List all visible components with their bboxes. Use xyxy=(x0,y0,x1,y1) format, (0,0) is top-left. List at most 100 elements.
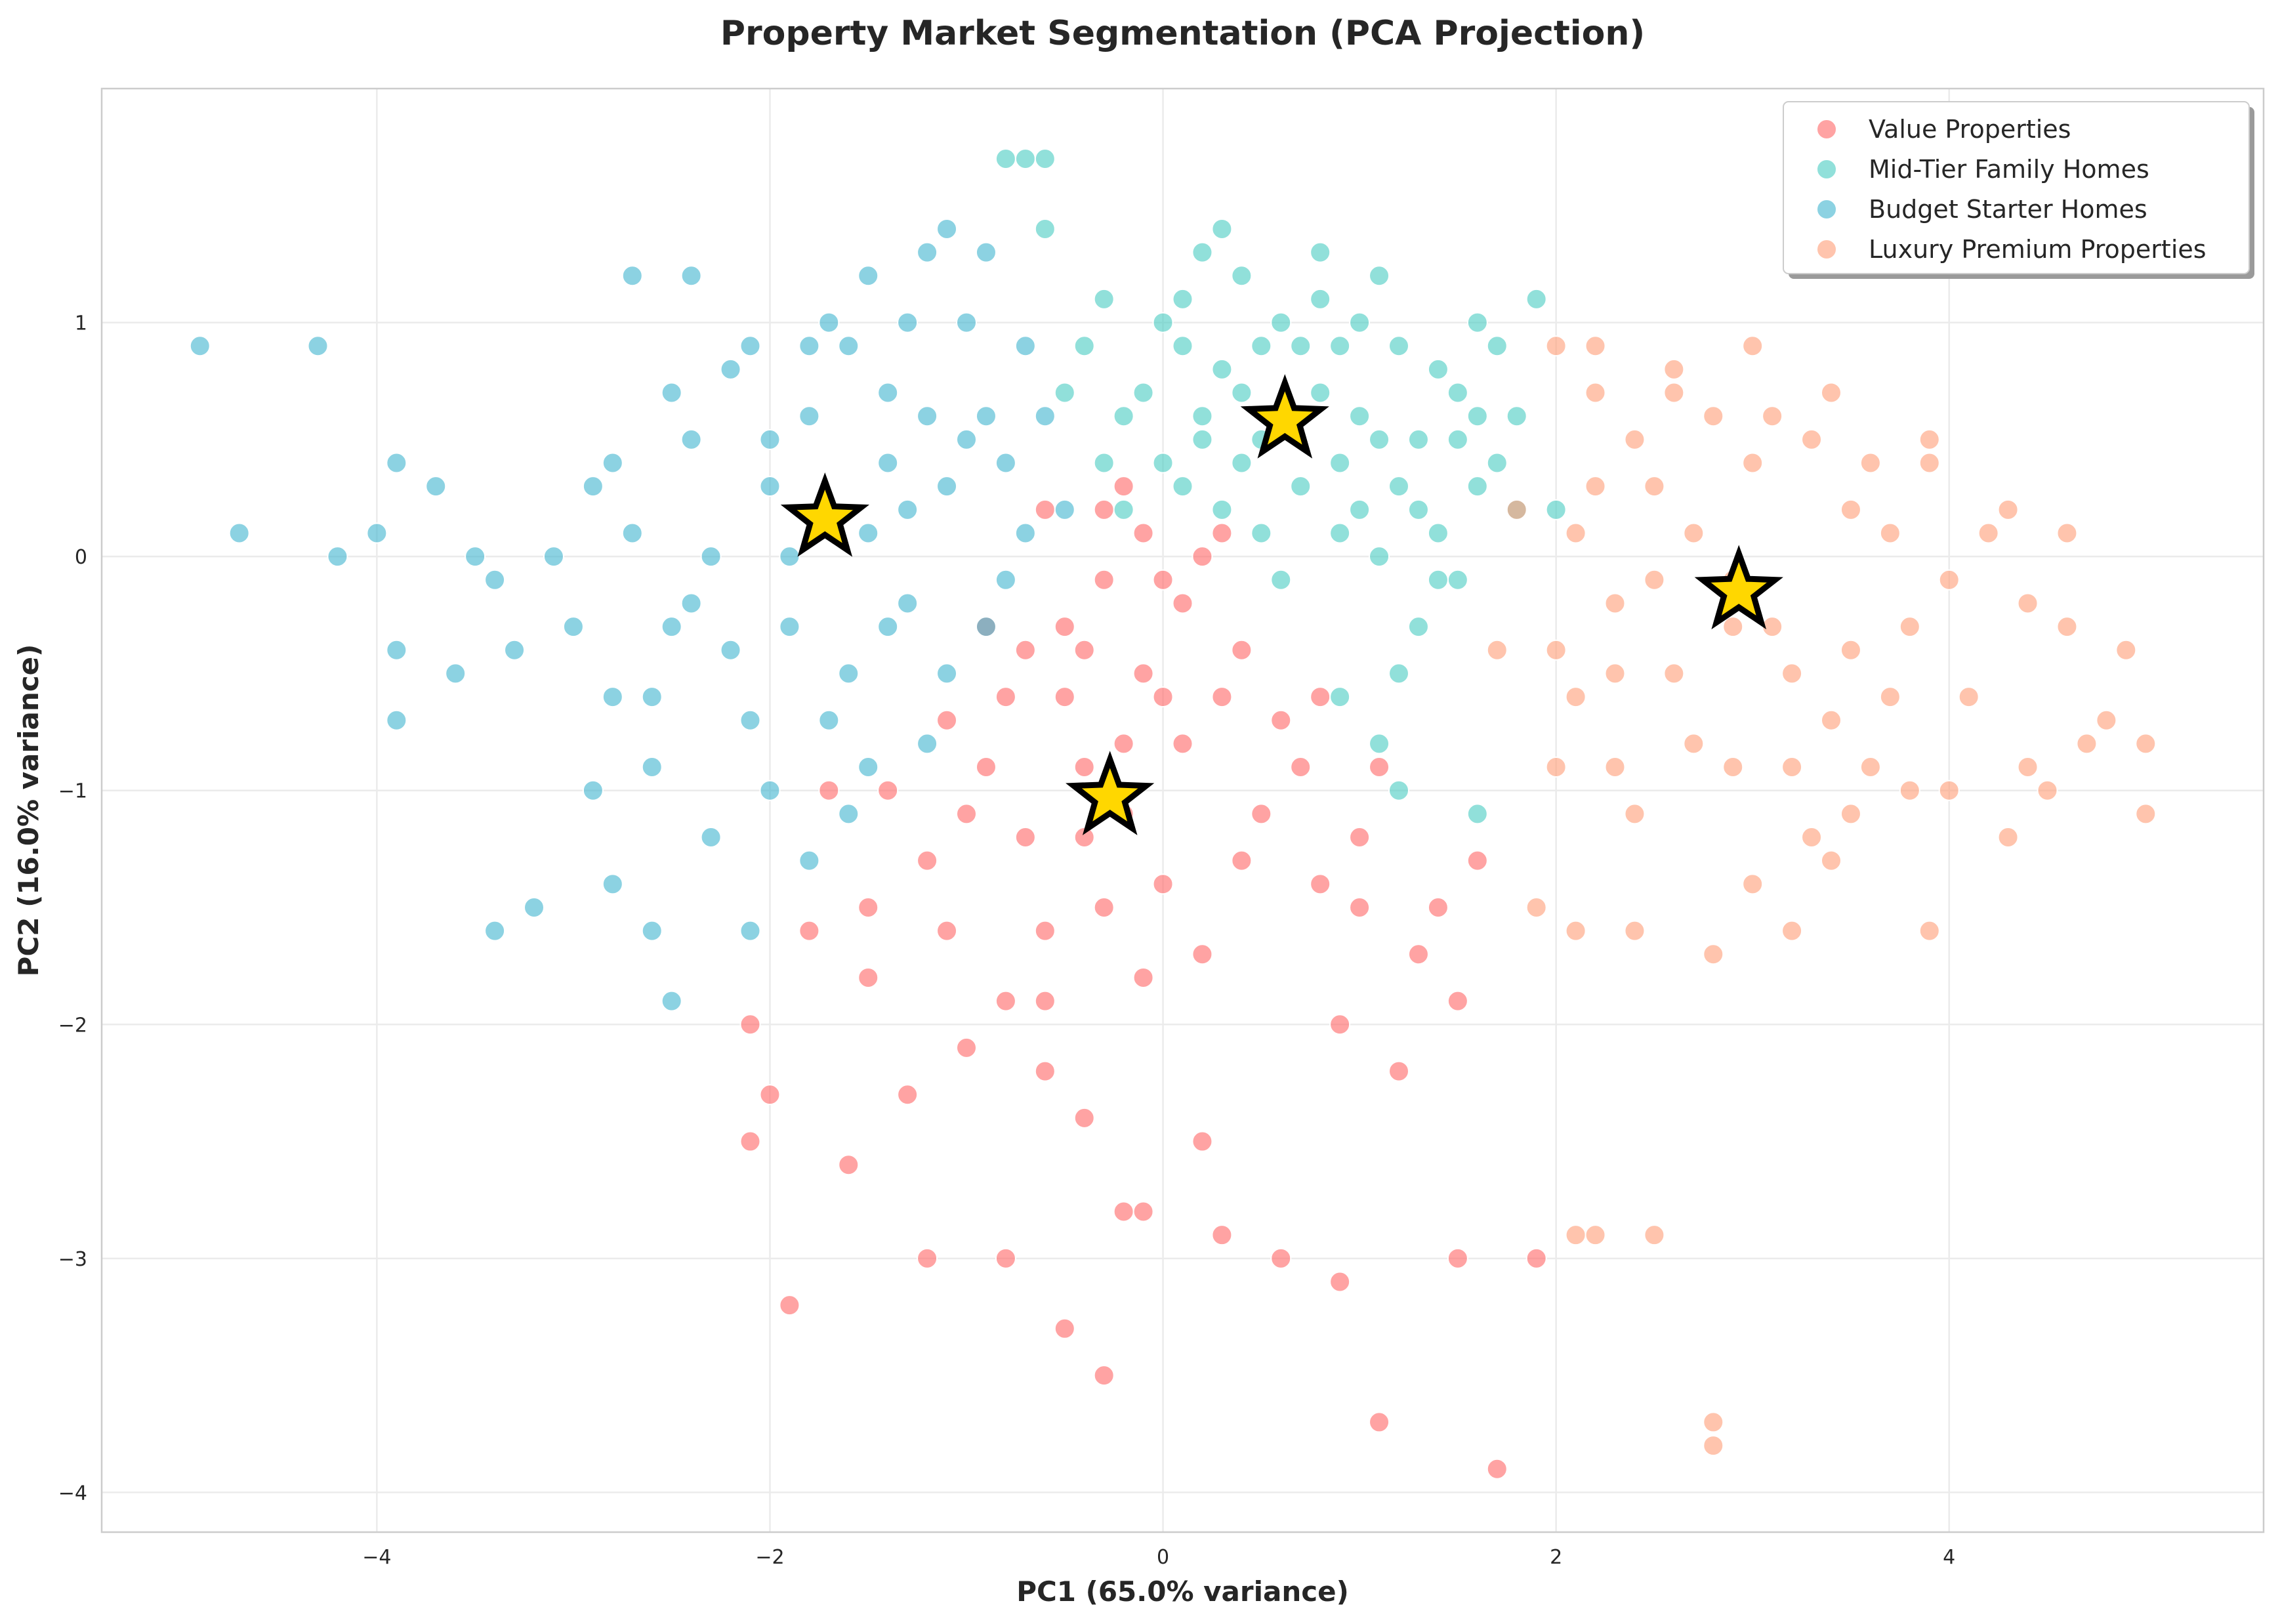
data-point xyxy=(1329,1271,1351,1293)
data-point xyxy=(1073,335,1095,357)
data-point xyxy=(1270,569,1292,591)
data-point xyxy=(1565,522,1586,544)
data-point xyxy=(1113,499,1134,520)
data-point xyxy=(189,335,211,357)
data-point xyxy=(1624,803,1646,825)
data-point xyxy=(484,569,506,591)
data-point xyxy=(1545,639,1567,661)
data-point xyxy=(1683,522,1705,544)
data-point xyxy=(798,406,820,427)
data-point xyxy=(1466,850,1488,871)
data-point xyxy=(1014,827,1036,848)
data-point xyxy=(2135,803,2157,825)
data-point xyxy=(621,522,643,544)
data-point xyxy=(1310,686,1331,708)
data-point xyxy=(1958,686,1979,708)
data-point xyxy=(1447,382,1468,404)
data-point xyxy=(1073,757,1095,778)
data-point xyxy=(897,593,919,614)
data-point xyxy=(1132,522,1154,544)
data-point xyxy=(1859,757,1881,778)
legend: Value Properties Mid-Tier Family Homes Bud… xyxy=(1783,101,2254,279)
data-point xyxy=(1310,288,1331,310)
data-point xyxy=(1938,569,1960,591)
data-point xyxy=(1742,873,1764,895)
data-point xyxy=(956,803,977,825)
data-point xyxy=(720,639,741,661)
data-point xyxy=(1152,312,1174,333)
legend-label: Budget Starter Homes xyxy=(1869,195,2147,224)
data-point xyxy=(2056,522,2078,544)
data-point xyxy=(582,476,604,497)
data-point xyxy=(917,1247,938,1269)
data-point xyxy=(858,967,879,988)
data-point xyxy=(1310,382,1331,404)
data-point xyxy=(1349,312,1371,333)
data-point xyxy=(1918,452,1940,474)
data-point xyxy=(1644,1224,1665,1246)
data-point xyxy=(1879,522,1901,544)
x-tick-label: −2 xyxy=(755,1546,784,1569)
data-point xyxy=(1447,1247,1468,1269)
y-tick-label: −2 xyxy=(58,1014,87,1037)
data-point xyxy=(779,616,800,638)
data-point xyxy=(1034,1060,1056,1082)
data-point xyxy=(1014,148,1036,169)
data-point xyxy=(1369,546,1390,568)
data-point xyxy=(1918,920,1940,942)
data-point xyxy=(1211,686,1233,708)
data-point xyxy=(1132,382,1154,404)
series-value-properties xyxy=(739,476,1547,1480)
data-point xyxy=(1899,616,1920,638)
data-point xyxy=(1486,335,1508,357)
data-point xyxy=(661,382,682,404)
data-point xyxy=(1192,944,1213,965)
data-point xyxy=(1781,663,1803,684)
data-point xyxy=(386,452,407,474)
data-point xyxy=(1014,639,1036,661)
data-point xyxy=(1034,406,1056,427)
data-point xyxy=(2017,757,2039,778)
data-point xyxy=(798,335,820,357)
data-point xyxy=(1742,335,1764,357)
data-point xyxy=(1525,288,1547,310)
data-point xyxy=(1388,780,1409,801)
data-point xyxy=(602,452,623,474)
data-point xyxy=(1997,827,2019,848)
data-point xyxy=(1192,428,1213,450)
data-point xyxy=(1821,382,1842,404)
data-point xyxy=(1859,452,1881,474)
data-point xyxy=(1447,569,1468,591)
x-axis-label: PC1 (65.0% variance) xyxy=(1016,1575,1349,1608)
data-point xyxy=(1486,639,1508,661)
data-point xyxy=(641,757,663,778)
data-point xyxy=(1349,499,1371,520)
data-point xyxy=(1349,896,1371,918)
data-point xyxy=(1211,1224,1233,1246)
data-point xyxy=(917,241,938,263)
data-point xyxy=(838,663,860,684)
legend-marker xyxy=(1816,239,1837,260)
data-point xyxy=(1290,335,1312,357)
data-point xyxy=(1840,639,1861,661)
data-point xyxy=(1113,406,1134,427)
data-point xyxy=(1172,476,1193,497)
data-point xyxy=(1054,499,1075,520)
data-point xyxy=(1466,406,1488,427)
y-axis-label: PC2 (16.0% variance) xyxy=(12,644,45,977)
data-point xyxy=(858,896,879,918)
data-point xyxy=(1172,593,1193,614)
x-tick-label: 0 xyxy=(1157,1546,1169,1569)
data-point xyxy=(739,920,761,942)
data-point xyxy=(1447,990,1468,1012)
data-point xyxy=(1349,827,1371,848)
y-tick-label: −3 xyxy=(58,1248,87,1271)
data-point xyxy=(1447,428,1468,450)
data-point xyxy=(1918,428,1940,450)
data-point xyxy=(327,546,348,568)
data-point xyxy=(1034,148,1056,169)
data-point xyxy=(2115,639,2137,661)
centroid-star-marker xyxy=(1694,545,1783,630)
data-point xyxy=(1034,990,1056,1012)
data-point xyxy=(700,546,722,568)
